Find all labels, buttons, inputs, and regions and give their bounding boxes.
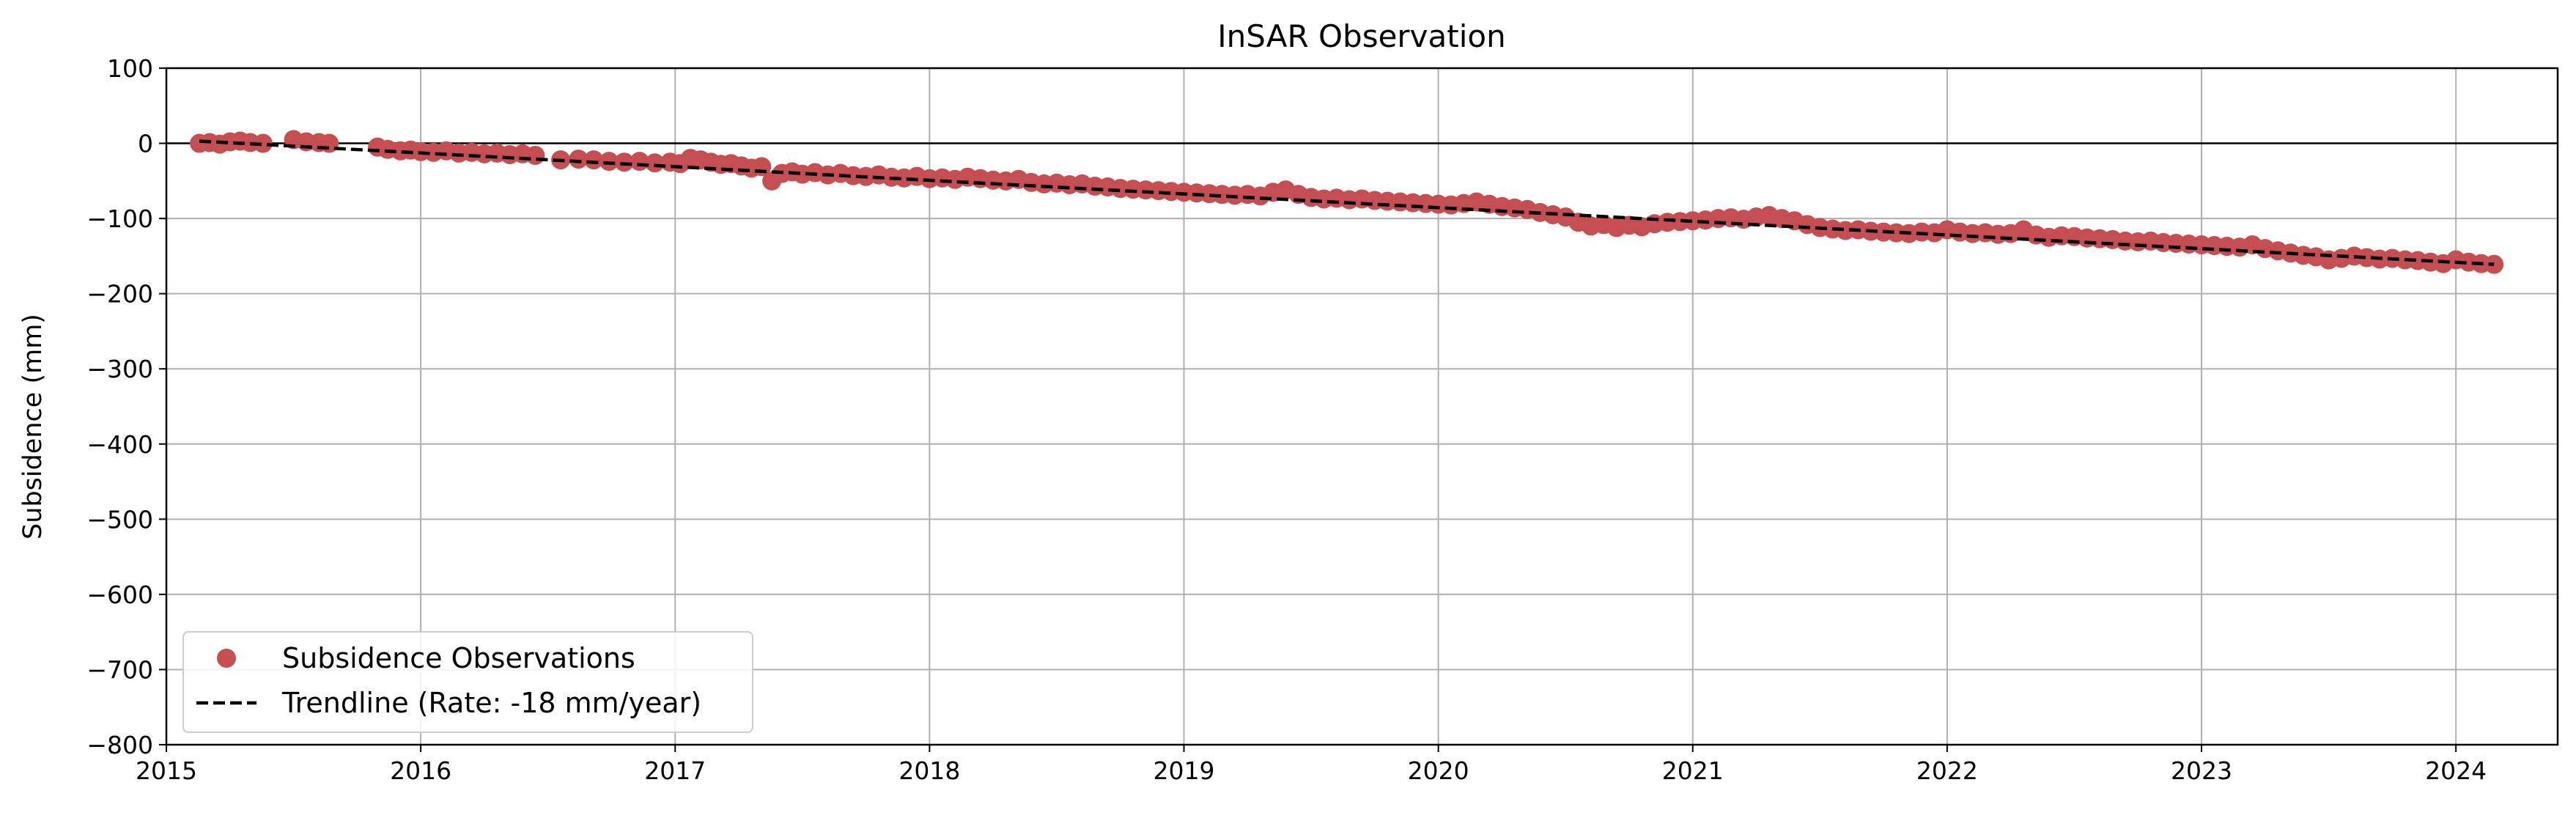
legend-box xyxy=(182,631,753,733)
observation-point xyxy=(2484,254,2504,274)
y-tick-label: −100 xyxy=(86,204,153,233)
trendline xyxy=(199,139,2495,266)
x-tick-label: 2022 xyxy=(1916,756,1978,785)
x-tick-label: 2020 xyxy=(1408,756,1469,785)
x-tick-label: 2024 xyxy=(2425,756,2487,785)
y-tick-label: 0 xyxy=(138,130,153,158)
x-tick-label: 2016 xyxy=(390,756,451,785)
observation-point xyxy=(599,152,619,172)
x-tick-label: 2021 xyxy=(1662,756,1724,785)
legend-observations-label: Subsidence Observations xyxy=(282,642,635,674)
y-tick-label: −400 xyxy=(86,430,153,459)
tick-layer: 2015 2016 2017 2018 2019 2020 2021 2022 2023 2024… xyxy=(86,54,2487,785)
y-tick-label: −300 xyxy=(86,355,153,383)
observation-point xyxy=(569,150,588,169)
y-axis-title: Subsidence (mm) xyxy=(18,314,48,539)
trendline-series xyxy=(199,139,2495,266)
legend: Subsidence Observations Trendline (Rate:… xyxy=(182,631,753,733)
legend-trendline-label: Trendline (Rate: -18 mm/year) xyxy=(281,687,701,719)
plot-frame xyxy=(165,67,2559,746)
chart-title: InSAR Observation xyxy=(1217,18,1505,54)
legend-observations-marker xyxy=(217,649,236,668)
observation-point xyxy=(614,152,634,172)
y-tick-label: −600 xyxy=(86,581,153,609)
y-tick-label: 100 xyxy=(107,54,153,83)
observation-point xyxy=(525,145,545,165)
x-tick-label: 2019 xyxy=(1154,756,1215,785)
x-tick-label: 2023 xyxy=(2171,756,2232,785)
x-tick-label: 2018 xyxy=(898,756,960,785)
observation-point xyxy=(584,150,604,170)
observation-point xyxy=(253,133,273,153)
x-tick-label: 2017 xyxy=(644,756,706,785)
y-tick-label: −500 xyxy=(86,505,153,534)
observation-point xyxy=(645,153,665,173)
y-tick-label: −700 xyxy=(86,655,153,684)
x-tick-label: 2015 xyxy=(136,756,197,785)
y-tick-label: −800 xyxy=(86,731,153,759)
y-tick-label: −200 xyxy=(86,280,153,309)
